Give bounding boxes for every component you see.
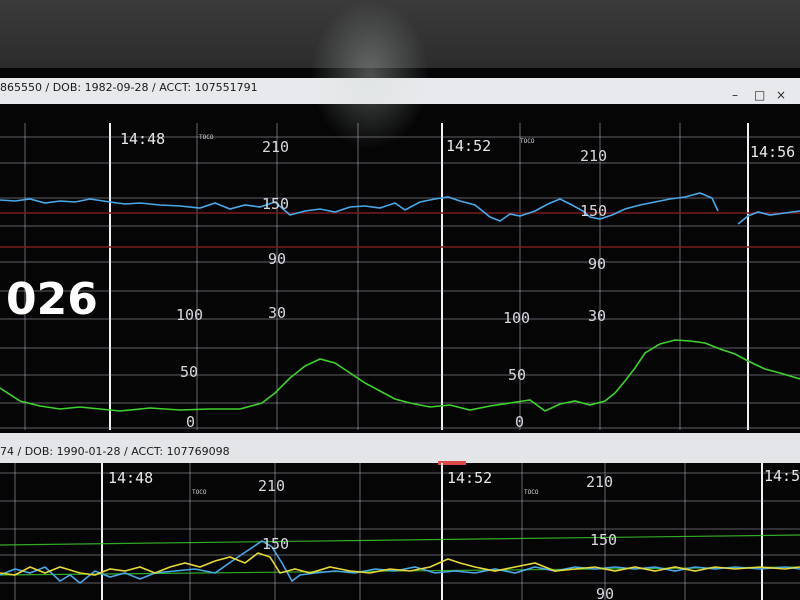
- toco-tag: TOCO: [520, 138, 535, 145]
- strip-panel-1: 14:48 14:52 14:56 TOCO TOCO 210 210 150 …: [0, 123, 800, 430]
- toco-scale-50: 50: [508, 366, 527, 384]
- fhr-scale-90: 90: [588, 255, 607, 273]
- grid-horizontal: [0, 136, 800, 429]
- maternal-trace-2: [0, 552, 800, 576]
- fhr-scale-150: 150: [262, 195, 290, 213]
- fhr-scale-210: 210: [262, 138, 290, 156]
- toco-scale-100: 100: [176, 306, 204, 324]
- toco-tag: TOCO: [524, 489, 539, 496]
- time-label-2: 14:52: [446, 137, 492, 155]
- toco-tag: TOCO: [199, 134, 214, 141]
- alert-marker: [438, 461, 466, 465]
- grid-minor-vertical: [24, 123, 681, 430]
- toco-tag: TOCO: [192, 489, 207, 496]
- fhr-scale-90: 90: [268, 250, 287, 268]
- toco-scale-0: 0: [186, 413, 196, 430]
- monitor-bezel: [0, 0, 800, 68]
- fhr-scale-150: 150: [590, 531, 618, 549]
- strip-1-canvas: [0, 123, 800, 430]
- time-label-1: 14:48: [120, 130, 166, 148]
- fhr-trace-2: [0, 540, 800, 585]
- fhr-scale-30: 30: [268, 304, 287, 322]
- window-titlebar: 865550 / DOB: 1982-09-28 / ACCT: 1075517…: [0, 78, 800, 104]
- toco-scale-50: 50: [180, 363, 199, 381]
- patient-info-line: 74 / DOB: 1990-01-28 / ACCT: 107769098: [0, 445, 230, 458]
- toco-scale-100: 100: [503, 309, 531, 327]
- fhr-scale-90: 90: [596, 585, 615, 600]
- fhr-scale-150: 150: [262, 535, 290, 553]
- time-label-2: 14:52: [447, 469, 493, 487]
- bed-number: 026: [6, 274, 98, 325]
- toco-trace-1: [0, 339, 800, 412]
- alarm-band-upper: [0, 534, 800, 546]
- time-label-3: 14:56: [750, 143, 796, 161]
- time-label-3: 14:5: [764, 467, 800, 485]
- fhr-scale-150: 150: [580, 202, 608, 220]
- toco-scale-0: 0: [515, 413, 525, 430]
- patient-2-header: 74 / DOB: 1990-01-28 / ACCT: 107769098: [0, 433, 800, 463]
- patient-info-line: 865550 / DOB: 1982-09-28 / ACCT: 1075517…: [0, 81, 258, 94]
- fhr-scale-210: 210: [580, 147, 608, 165]
- strip-panel-2: 14:48 14:52 14:5 TOCO TOCO 210 210 150 1…: [0, 463, 800, 600]
- fetal-monitor-screen: 865550 / DOB: 1982-09-28 / ACCT: 1075517…: [0, 68, 800, 600]
- fhr-scale-210: 210: [586, 473, 614, 491]
- fhr-scale-210: 210: [258, 477, 286, 495]
- close-button[interactable]: ×: [776, 88, 787, 102]
- grid-major-vertical: [109, 123, 749, 430]
- fhr-trace-1: [0, 192, 719, 222]
- fhr-scale-30: 30: [588, 307, 607, 325]
- time-label-1: 14:48: [108, 469, 154, 487]
- fhr-trace-1-tail: [737, 210, 800, 225]
- minimize-button[interactable]: –: [732, 88, 738, 102]
- strip-2-canvas: [0, 463, 800, 600]
- maximize-button[interactable]: □: [754, 88, 766, 102]
